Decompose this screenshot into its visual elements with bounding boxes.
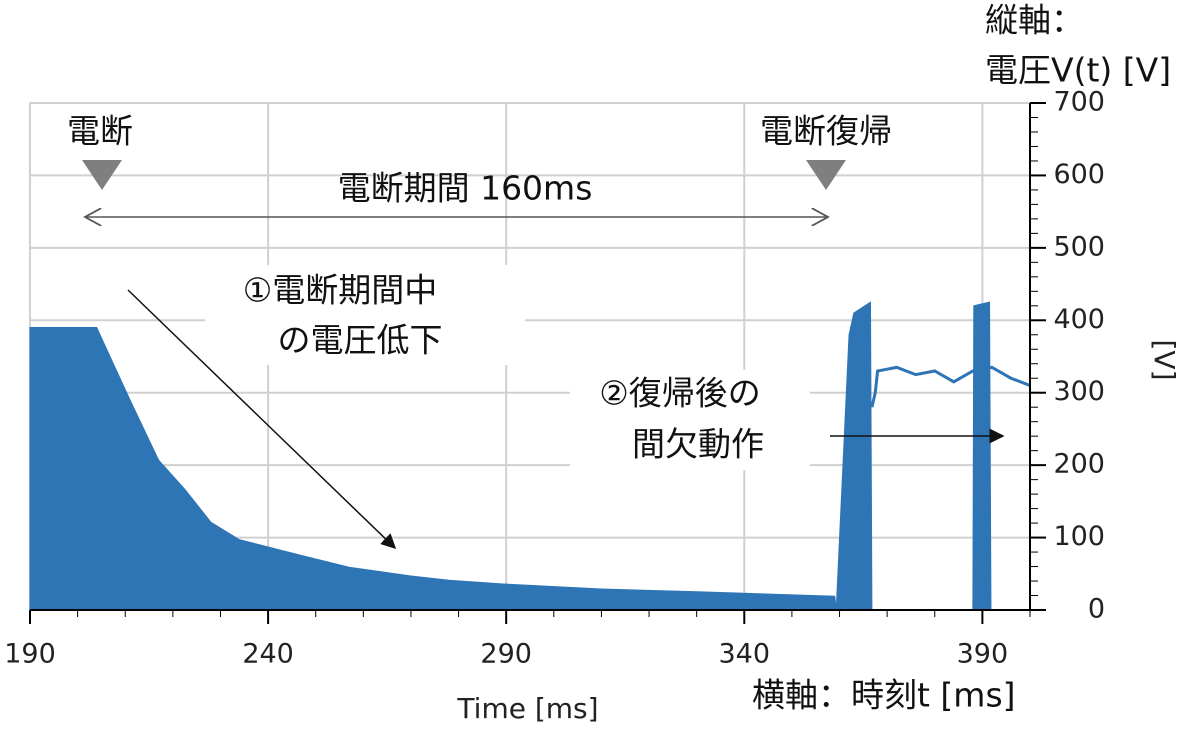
x-tick-label: 340 bbox=[719, 639, 771, 670]
annotation: 間欠動作 bbox=[632, 425, 764, 464]
arrow bbox=[127, 289, 397, 550]
x-tick-label: 240 bbox=[242, 639, 294, 670]
y-tick-label: 500 bbox=[1053, 231, 1105, 262]
annotation: 電圧V(t) [V] bbox=[985, 51, 1171, 90]
y-tick-label: 0 bbox=[1088, 594, 1105, 625]
annotation: 電断期間 160ms bbox=[338, 169, 593, 208]
annotation: ①電断期間中 bbox=[243, 271, 438, 310]
y-axis-label: [V] bbox=[1148, 339, 1181, 380]
annotation: 縦軸： bbox=[985, 1, 1084, 40]
annotation: の電圧低下 bbox=[278, 321, 443, 360]
line bbox=[870, 365, 1031, 408]
annotation: 横軸：時刻t [ms] bbox=[752, 676, 1016, 715]
label-bg bbox=[205, 265, 525, 365]
x-tick-label: 390 bbox=[957, 639, 1009, 670]
label-bg bbox=[570, 370, 810, 470]
x-axis-label: Time [ms] bbox=[456, 692, 598, 725]
annotation: ②復帰後の bbox=[599, 374, 761, 413]
y-tick-label: 200 bbox=[1053, 449, 1105, 480]
x-tick-label: 190 bbox=[4, 639, 56, 670]
y-tick-label: 400 bbox=[1053, 304, 1105, 335]
annotation: 電断 bbox=[67, 112, 133, 151]
y-tick-label: 300 bbox=[1053, 376, 1105, 407]
marker-triangle bbox=[82, 160, 122, 190]
y-tick-label: 100 bbox=[1053, 521, 1105, 552]
marker-triangle bbox=[806, 160, 846, 190]
y-tick-label: 700 bbox=[1053, 87, 1105, 118]
x-tick-label: 290 bbox=[480, 639, 532, 670]
annotation: 電断復帰 bbox=[760, 112, 892, 151]
y-tick-label: 600 bbox=[1053, 159, 1105, 190]
